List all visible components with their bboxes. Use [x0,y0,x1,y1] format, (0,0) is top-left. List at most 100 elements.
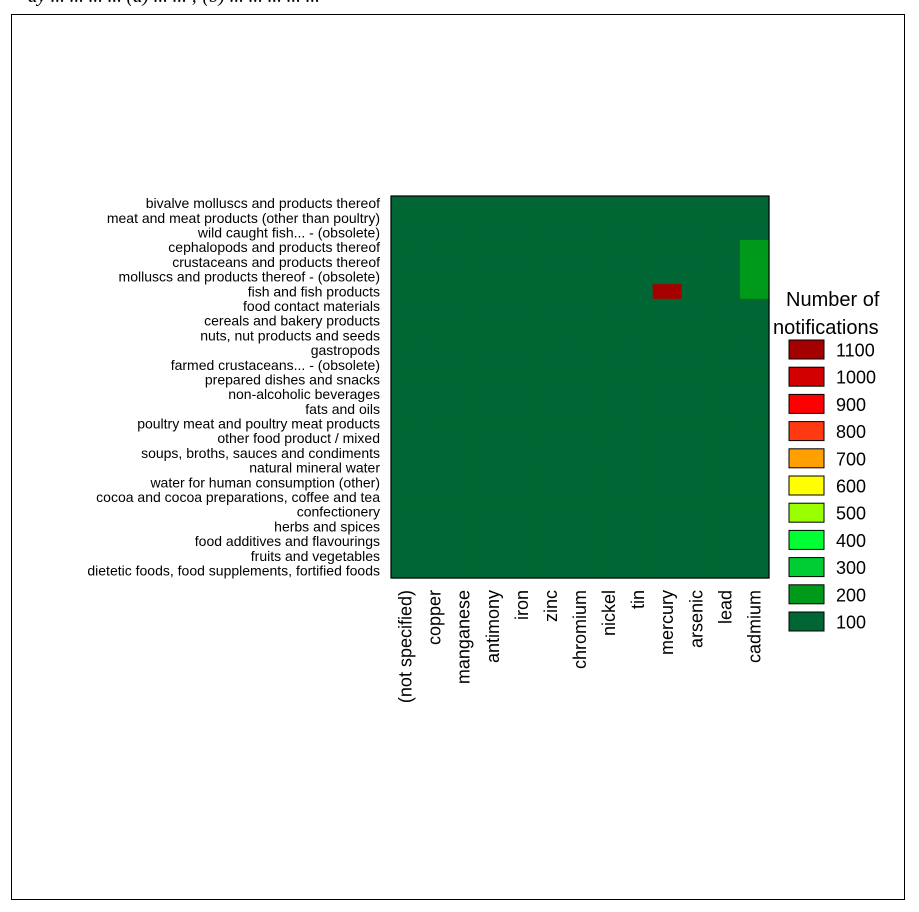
heatmap-cell-prepared-dishes-and-snacks-lead [710,372,741,388]
heatmap-cell-farmed-crustaceans-obsolete-tin [623,357,654,373]
heatmap-cell-meat-and-meat-products-other-than-poultry-arsenic [681,210,712,226]
x-tick-label-copper: copper [425,590,445,645]
heatmap-cell-meat-and-meat-products-other-than-poultry-antimony [478,210,508,226]
heatmap-cell-herbs-and-spices-lead [710,519,741,535]
heatmap-cell-fish-and-fish-products-zinc [536,284,567,300]
heatmap-cell-water-for-human-consumption-other-chromium [565,475,596,491]
heatmap-cell-cephalopods-and-products-thereof-copper [420,240,450,256]
heatmap-cell-confectionery-chromium [565,504,596,520]
heatmap-cell-meat-and-meat-products-other-than-poultry-nickel [594,210,625,226]
heatmap-cell-natural-mineral-water-lead [710,460,741,476]
y-tick-label-meat-and-meat-products-other-than-poultry: meat and meat products (other than poult… [107,210,380,226]
heatmap-cell-gastropods-zinc [536,342,567,359]
heatmap-cell-confectionery-tin [623,504,654,520]
heatmap-cell-crustaceans-and-products-thereof-copper [420,254,450,271]
heatmap-cell-food-contact-materials-iron [507,298,537,315]
heatmap-cell-confectionery-not-specified [391,504,421,520]
heatmap-cell-soups-broths-sauces-and-condiments-not-specified [391,445,421,462]
heatmap-cell-natural-mineral-water-nickel [594,460,625,476]
heatmap-cell-other-food-product-mixed-lead [710,431,741,447]
heatmap-cell-cephalopods-and-products-thereof-lead [710,240,741,256]
heatmap-cell-molluscs-and-products-thereof-obsolete-not-specified [391,269,421,285]
heatmap-cell-herbs-and-spices-tin [623,519,654,535]
figure-frame [11,14,905,900]
heatmap-cell-prepared-dishes-and-snacks-mercury [652,372,683,388]
heatmap-cell-confectionery-mercury [652,504,683,520]
heatmap-cell-molluscs-and-products-thereof-obsolete-chromium [565,269,596,285]
heatmap-cell-wild-caught-fish-obsolete-mercury [652,225,683,241]
heatmap-cell-food-contact-materials-tin [623,298,654,315]
heatmap-cell-poultry-meat-and-poultry-meat-products-nickel [594,416,625,432]
heatmap-cell-cocoa-and-cocoa-preparations-coffee-and-tea-antimony [478,489,508,506]
x-tick-label-nickel: nickel [599,590,619,636]
y-tick-label-non-alcoholic-beverages: non-alcoholic beverages [228,386,380,402]
heatmap-cell-food-additives-and-flavourings-antimony [478,533,508,550]
heatmap-cell-nuts-nut-products-and-seeds-mercury [652,328,683,344]
legend-swatch-300 [788,557,825,578]
heatmap-cell-gastropods-arsenic [681,342,712,359]
heatmap-cell-confectionery-arsenic [681,504,712,520]
heatmap-cell-fish-and-fish-products-tin [623,284,654,300]
heatmap-cell-gastropods-lead [710,342,741,359]
heatmap-cell-soups-broths-sauces-and-condiments-antimony [478,445,508,462]
heatmap-cell-dietetic-foods-food-supplements-fortified-foods-copper [420,563,450,579]
x-tick-label-mercury: mercury [657,590,677,655]
heatmap-cell-herbs-and-spices-antimony [478,519,508,535]
heatmap-cell-other-food-product-mixed-antimony [478,431,508,447]
heatmap-cell-soups-broths-sauces-and-condiments-manganese [449,445,479,462]
heatmap-cell-food-additives-and-flavourings-nickel [594,533,625,550]
heatmap-cell-nuts-nut-products-and-seeds-arsenic [681,328,712,344]
heatmap-cell-food-contact-materials-lead [710,298,741,315]
heatmap-cell-food-contact-materials-not-specified [391,298,421,315]
x-tick-label-chromium: chromium [570,590,590,669]
heatmap-cell-cephalopods-and-products-thereof-not-specified [391,240,421,256]
heatmap-cell-prepared-dishes-and-snacks-not-specified [391,372,421,388]
heatmap-cell-molluscs-and-products-thereof-obsolete-tin [623,269,654,285]
heatmap-cell-nuts-nut-products-and-seeds-zinc [536,328,567,344]
heatmap-cell-soups-broths-sauces-and-condiments-nickel [594,445,625,462]
legend-swatch-1000 [788,366,825,387]
heatmap-cell-other-food-product-mixed-zinc [536,431,567,447]
heatmap-cell-bivalve-molluscs-and-products-thereof-copper [420,196,450,212]
heatmap-cell-fish-and-fish-products-not-specified [391,284,421,300]
heatmap-cell-meat-and-meat-products-other-than-poultry-cadmium [739,210,770,226]
heatmap-cell-confectionery-iron [507,504,537,520]
x-axis-labels: (not specified) copper manganese antimony ir… [396,590,765,703]
heatmap-cell-cereals-and-bakery-products-chromium [565,313,596,329]
heatmap-cell-crustaceans-and-products-thereof-lead [710,254,741,271]
figure-caption-fragment: ay ... ... ... ... (a) ... ... ; (b) ...… [28,0,320,8]
heatmap-cell-wild-caught-fish-obsolete-iron [507,225,537,241]
heatmap-cell-fish-and-fish-products-copper [420,284,450,300]
legend-label-300: 300 [836,558,866,578]
heatmap-cell-fats-and-oils-lead [710,401,741,417]
heatmap-cell-dietetic-foods-food-supplements-fortified-foods-cadmium [739,563,770,579]
heatmap-cell-nuts-nut-products-and-seeds-chromium [565,328,596,344]
heatmap-cell-meat-and-meat-products-other-than-poultry-lead [710,210,741,226]
y-tick-label-poultry-meat-and-poultry-meat-products: poultry meat and poultry meat products [137,416,380,432]
heatmap-cell-water-for-human-consumption-other-manganese [449,475,479,491]
legend-label-500: 500 [836,504,866,524]
heatmap-cell-soups-broths-sauces-and-condiments-cadmium [739,445,770,462]
heatmap-cell-soups-broths-sauces-and-condiments-lead [710,445,741,462]
heatmap-cell-cocoa-and-cocoa-preparations-coffee-and-tea-nickel [594,489,625,506]
y-tick-label-herbs-and-spices: herbs and spices [274,518,380,534]
heatmap-cell-cereals-and-bakery-products-copper [420,313,450,329]
heatmap-cell-food-additives-and-flavourings-copper [420,533,450,550]
heatmap-cell-natural-mineral-water-arsenic [681,460,712,476]
y-tick-label-cereals-and-bakery-products: cereals and bakery products [204,313,380,329]
heatmap-cell-water-for-human-consumption-other-antimony [478,475,508,491]
heatmap-cell-crustaceans-and-products-thereof-manganese [449,254,479,271]
heatmap-cell-poultry-meat-and-poultry-meat-products-lead [710,416,741,432]
heatmap-cell-other-food-product-mixed-nickel [594,431,625,447]
legend-label-400: 400 [836,531,866,551]
heatmap-cell-cephalopods-and-products-thereof-zinc [536,240,567,256]
x-tick-label-manganese: manganese [454,590,474,684]
y-tick-label-fats-and-oils: fats and oils [305,401,380,417]
heatmap-cell-fruits-and-vegetables-lead [710,548,741,564]
heatmap-cell-fats-and-oils-antimony [478,401,508,417]
legend-label-1000: 1000 [836,368,876,388]
heatmap-cell-cereals-and-bakery-products-mercury [652,313,683,329]
heatmap-cell-cereals-and-bakery-products-not-specified [391,313,421,329]
heatmap-cell-molluscs-and-products-thereof-obsolete-mercury [652,269,683,285]
heatmap-cell-meat-and-meat-products-other-than-poultry-tin [623,210,654,226]
